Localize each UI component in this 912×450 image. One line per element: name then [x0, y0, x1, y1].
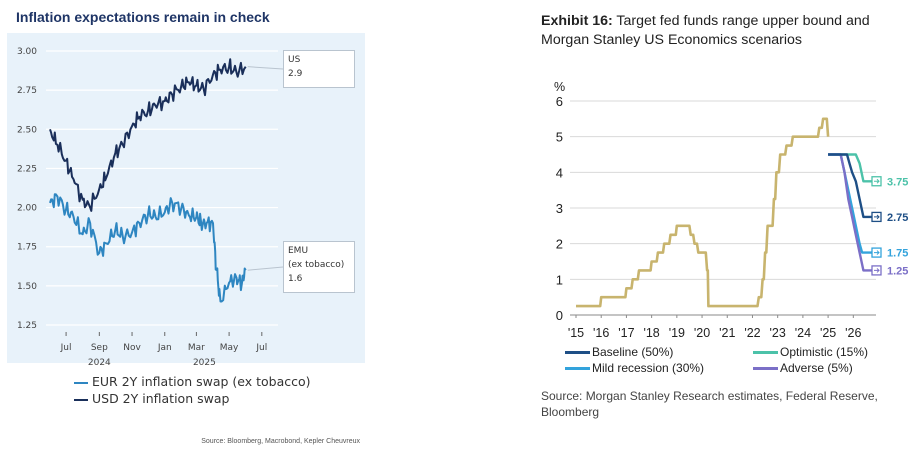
us-callout: US 2.9	[283, 50, 355, 88]
x-tick-label: '18	[643, 326, 659, 340]
end-value-label: 1.25	[887, 265, 908, 277]
end-marker-arrow	[874, 250, 880, 255]
eur-series-line	[49, 193, 247, 303]
x-tick-label: '26	[845, 326, 861, 340]
y-tick-label: 4	[556, 165, 563, 180]
right-chart-panel: Exhibit 16: Target fed funds range upper…	[530, 0, 912, 450]
end-value-label: 1.75	[887, 248, 908, 260]
x-tick-label: Mar	[188, 343, 205, 353]
legend-swatch-eur	[74, 381, 88, 384]
us-callout-leader	[247, 66, 284, 70]
y-tick-label: 2.75	[17, 86, 37, 96]
legend-item-mild: Mild recession (30%)	[565, 361, 704, 375]
legend-label-baseline: Baseline (50%)	[592, 345, 674, 359]
left-chart-svg: 1.25 1.50 1.75 2.00 2.25 2.50 2.75 3.00 Jul Sep No…	[17, 47, 284, 368]
x-tick-label: Jan	[157, 343, 172, 353]
legend-swatch-optimistic	[753, 351, 778, 355]
x-tick-label: Nov	[123, 343, 141, 353]
left-chart-title: Inflation expectations remain in check	[16, 9, 270, 25]
emu-callout: EMU (ex tobacco) 1.6	[283, 241, 355, 293]
y-tick-label: 0	[556, 308, 563, 323]
scenario-line	[828, 153, 876, 272]
y-tick-label: 2.25	[17, 164, 37, 174]
y-tick-label: 2.50	[17, 125, 37, 135]
y-tick-label: 5	[556, 130, 563, 145]
legend-item-usd: USD 2Y inflation swap	[74, 391, 229, 406]
x-tick-label: '24	[795, 326, 811, 340]
x-tick-label: Sep	[91, 343, 108, 353]
legend-label-mild: Mild recession (30%)	[592, 361, 705, 375]
legend-swatch-mild	[565, 367, 590, 371]
left-chart-panel: Inflation expectations remain in check 1…	[0, 0, 368, 450]
y-tick-label: 1.75	[17, 243, 37, 253]
legend-label-eur: EUR 2Y inflation swap (ex tobacco)	[92, 374, 311, 389]
y-tick-label: 1.25	[17, 321, 37, 331]
legend-item-baseline: Baseline (50%)	[565, 345, 673, 359]
emu-callout-leader	[247, 266, 284, 271]
end-marker-arrow	[874, 268, 880, 273]
legend-item-adverse: Adverse (5%)	[753, 361, 853, 375]
scenario-line	[828, 153, 876, 219]
y-tick-label: 3	[556, 201, 563, 216]
x-tick-label: '17	[618, 326, 634, 340]
end-marker-arrow	[874, 214, 880, 220]
right-chart-svg: % 0 1 2 3 4 5 6 '15 '16 '17 '18 '19 '20 '21 '22 '23 '24 '2…	[554, 80, 908, 340]
x-tick-label: '16	[593, 326, 609, 340]
emu-callout-sublabel: (ex tobacco)	[288, 260, 345, 270]
y-tick-label: 3.00	[17, 47, 37, 57]
end-marker-arrow	[874, 178, 880, 184]
y-tick-label: 2.00	[17, 204, 37, 214]
end-value-label: 2.75	[887, 212, 908, 224]
x-tick-label: May	[220, 343, 239, 353]
end-value-label: 3.75	[887, 176, 908, 188]
y-tick-label: 6	[556, 94, 563, 109]
x-tick-label: '19	[669, 326, 685, 340]
x-tick-label: Jul	[60, 343, 72, 353]
right-chart-title: Exhibit 16: Target fed funds range upper…	[541, 12, 901, 50]
legend-item-eur: EUR 2Y inflation swap (ex tobacco)	[74, 374, 311, 389]
x-tick-label: '20	[694, 326, 710, 340]
legend-label-usd: USD 2Y inflation swap	[92, 391, 230, 406]
legend-swatch-baseline	[565, 351, 590, 355]
x-tick-label: '25	[820, 326, 836, 340]
x-tick-label: '23	[770, 326, 786, 340]
usd-series-line	[49, 58, 247, 212]
us-callout-value: 2.9	[288, 69, 303, 79]
y-tick-label: 1.50	[17, 282, 37, 292]
us-callout-label: US	[288, 55, 301, 65]
legend-swatch-usd	[74, 398, 88, 401]
legend-item-optimistic: Optimistic (15%)	[753, 345, 868, 359]
x-year-label: 2024	[88, 358, 111, 368]
x-year-label: 2025	[193, 358, 216, 368]
right-chart-title-text: Target fed funds range upper bound and M…	[541, 13, 870, 48]
x-tick-label: '21	[719, 326, 735, 340]
history-series-line	[576, 117, 830, 308]
emu-callout-value: 1.6	[288, 274, 303, 284]
legend-swatch-adverse	[753, 367, 778, 371]
x-tick-label: Jul	[255, 343, 267, 353]
y-tick-label: 2	[556, 237, 563, 252]
x-tick-label: '22	[744, 326, 760, 340]
right-source-note: Source: Morgan Stanley Research estimate…	[541, 389, 878, 419]
emu-callout-label: EMU	[288, 246, 309, 256]
legend-label-adverse: Adverse (5%)	[780, 361, 853, 375]
y-axis-unit: %	[554, 80, 565, 94]
right-chart-title-exhibit: Exhibit 16:	[541, 13, 613, 29]
y-tick-label: 1	[556, 272, 563, 287]
x-tick-label: '15	[568, 326, 584, 340]
left-source-note: Source: Bloomberg, Macrobond, Kepler Che…	[201, 438, 360, 445]
legend-label-optimistic: Optimistic (15%)	[780, 345, 869, 359]
